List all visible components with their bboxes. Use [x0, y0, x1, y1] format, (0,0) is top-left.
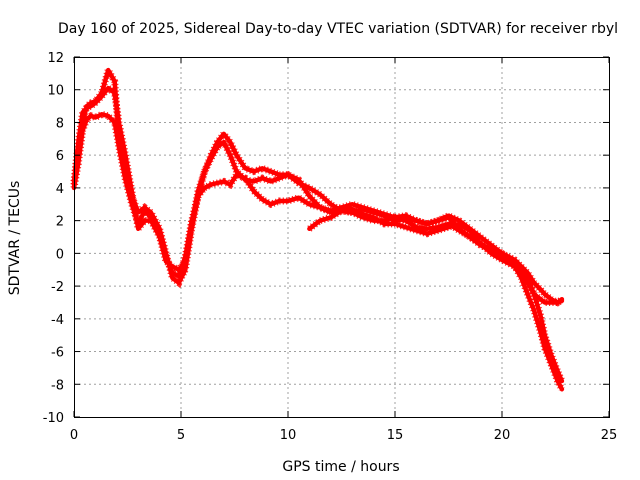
y-tick-label: 2	[56, 215, 64, 230]
x-axis-label: GPS time / hours	[282, 459, 399, 475]
y-tick-label: -6	[51, 346, 64, 361]
chart-title: Day 160 of 2025, Sidereal Day-to-day VTE…	[58, 21, 618, 37]
series-markers-track-4	[307, 207, 565, 307]
series-markers-track-3	[70, 110, 564, 306]
series-line-track-1	[71, 67, 565, 392]
x-tick-label: 5	[177, 428, 185, 443]
series-layer	[70, 61, 566, 392]
x-tick-label: 0	[70, 428, 78, 443]
y-tick-label: 8	[56, 116, 64, 131]
series-markers-track-1	[70, 61, 565, 391]
series-markers-track-2	[70, 83, 566, 383]
y-tick-label: -4	[51, 313, 64, 328]
y-tick-label: 10	[47, 84, 64, 99]
x-tick-label: 10	[280, 428, 297, 443]
gridlines	[74, 57, 609, 417]
plot-frame	[74, 57, 610, 418]
y-axis-label: SDTVAR / TECUs	[7, 181, 23, 296]
y-tick-label: -8	[51, 378, 64, 393]
y-tick-label: 4	[56, 182, 64, 197]
x-tick-label: 20	[494, 428, 511, 443]
y-tick-label: 0	[56, 247, 64, 262]
y-tick-label: -10	[43, 411, 64, 426]
x-tick-label: 25	[601, 428, 618, 443]
axis-ticks: 0 5 10 15 20 25 -10 -8 -6 -4 -2 0 2 4 6 8 10 12	[43, 51, 618, 443]
y-tick-label: 6	[56, 149, 64, 164]
x-tick-label: 15	[387, 428, 404, 443]
y-tick-label: -2	[51, 280, 64, 295]
series-line-track-2	[71, 85, 565, 384]
y-tick-label: 12	[47, 51, 64, 66]
